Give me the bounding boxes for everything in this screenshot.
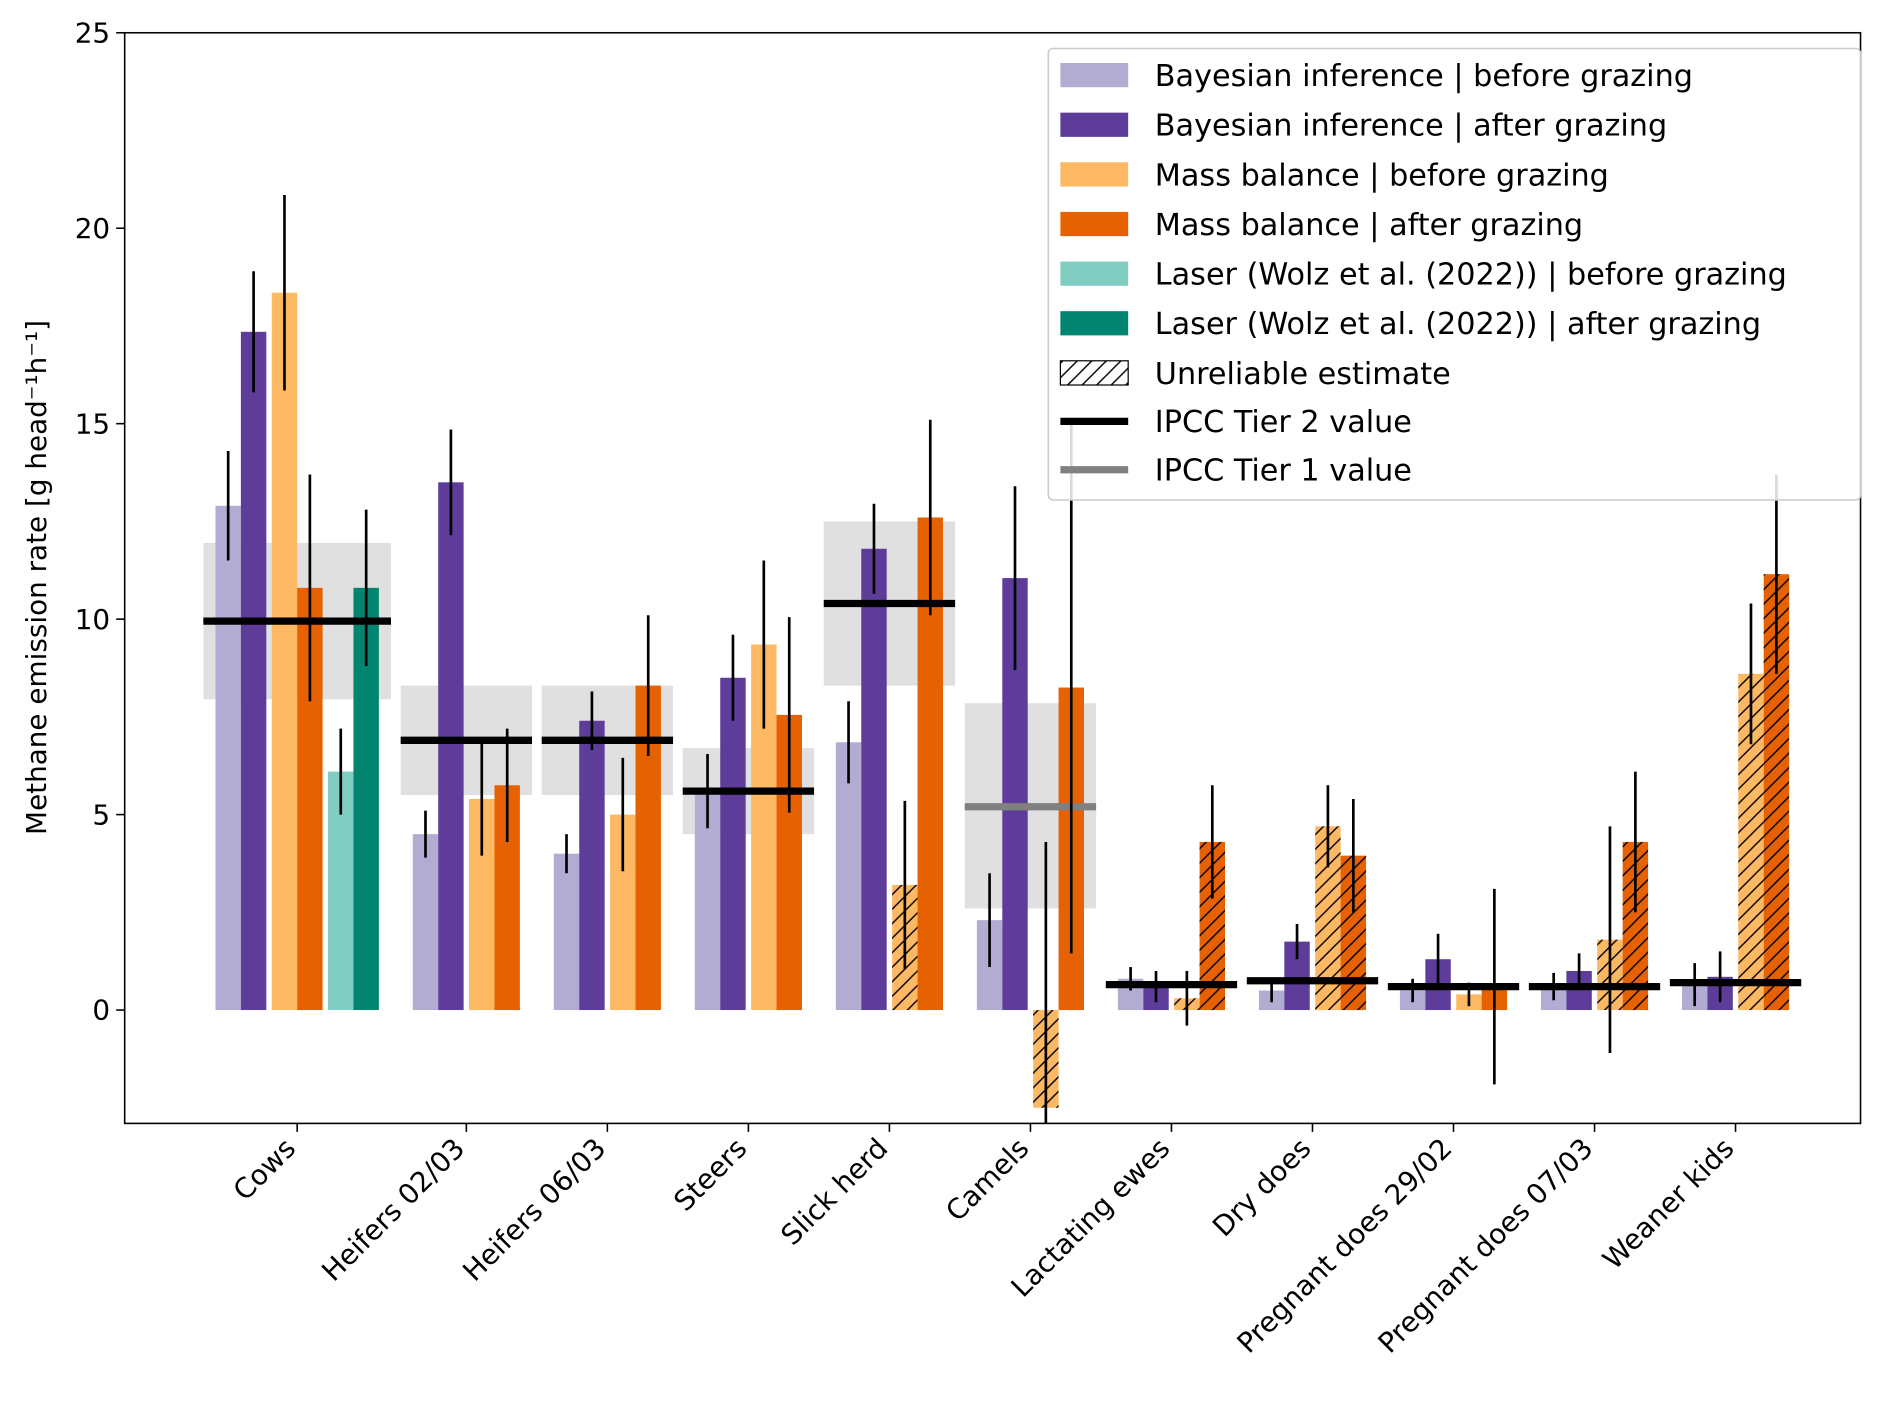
legend: Bayesian inference | before grazing Bayes… (1047, 47, 1862, 501)
bar (861, 548, 887, 1011)
legend-box (1047, 47, 1862, 501)
y-tick-label: 0 (92, 994, 110, 1027)
legend-label: Laser (Wolz et al. (2022)) | before graz… (1155, 258, 1787, 293)
legend-label: Unreliable estimate (1155, 357, 1451, 392)
bar (240, 331, 267, 1011)
x-tick-label: Heifers 02/03 (315, 1132, 471, 1288)
x-tick-label: Steers (667, 1132, 753, 1218)
legend-label: Bayesian inference | before grazing (1155, 59, 1693, 94)
y-tick-label: 10 (75, 603, 110, 636)
legend-label: Laser (Wolz et al. (2022)) | after grazi… (1155, 307, 1761, 342)
legend-swatch (1060, 63, 1129, 88)
bar (553, 853, 580, 1011)
legend-label: IPCC Tier 1 value (1155, 454, 1412, 489)
legend-label: IPCC Tier 2 value (1155, 405, 1412, 440)
legend-label: Mass balance | after grazing (1155, 208, 1583, 243)
bar (271, 292, 298, 1011)
x-tick-label: Camels (939, 1132, 1035, 1228)
legend-label: Mass balance | before grazing (1155, 158, 1609, 193)
legend-label: Bayesian inference | after grazing (1155, 109, 1667, 144)
legend-swatch (1060, 162, 1129, 187)
legend-swatch (1060, 311, 1129, 336)
bar (835, 742, 862, 1011)
y-tick-label: 5 (92, 798, 110, 831)
y-tick-label: 15 (75, 407, 110, 440)
y-tick-label: 20 (75, 212, 110, 245)
y-axis-label: Methane emission rate [g head⁻¹h⁻¹] (20, 320, 53, 835)
legend-swatch (1060, 112, 1129, 137)
bar (412, 834, 439, 1011)
x-tick-label: Heifers 06/03 (456, 1132, 612, 1288)
bar (720, 677, 746, 1011)
y-tick-label: 25 (75, 16, 110, 49)
plot-area (203, 194, 1802, 1124)
legend-swatch (1060, 211, 1129, 237)
bar (215, 505, 241, 1011)
x-tick-label: Weaner kids (1596, 1132, 1740, 1276)
bar (438, 482, 464, 1011)
x-tick-label: Slick herd (774, 1132, 894, 1252)
x-tick-label: Dry does (1206, 1132, 1317, 1243)
x-tick-label: Cows (227, 1132, 302, 1207)
axes-frame (123, 31, 1862, 1125)
legend-swatch (1059, 360, 1129, 386)
bar (579, 720, 605, 1011)
legend-swatch (1060, 261, 1129, 286)
